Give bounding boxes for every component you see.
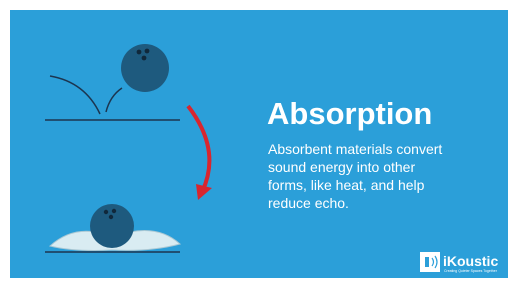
ball-hole bbox=[142, 56, 147, 61]
title: Absorption bbox=[267, 96, 432, 131]
slide: Absorption Absorbent materials convert s… bbox=[0, 0, 518, 286]
logo-tagline: Creating Quieter Spaces Together bbox=[444, 269, 498, 273]
ball-hole bbox=[137, 50, 142, 55]
body-line: reduce echo. bbox=[268, 195, 349, 211]
page: Absorption Absorbent materials convert s… bbox=[0, 0, 518, 286]
body-line: forms, like heat, and help bbox=[268, 177, 425, 193]
ball-hole bbox=[104, 210, 108, 214]
ball-hole bbox=[109, 215, 113, 219]
body-line: sound energy into other bbox=[268, 159, 415, 175]
logo-icon-mark bbox=[425, 257, 429, 267]
ball-hole bbox=[145, 49, 150, 54]
body-line: Absorbent materials convert bbox=[268, 141, 442, 157]
logo-name: iKoustic bbox=[443, 253, 498, 269]
ball-hole bbox=[112, 209, 116, 213]
